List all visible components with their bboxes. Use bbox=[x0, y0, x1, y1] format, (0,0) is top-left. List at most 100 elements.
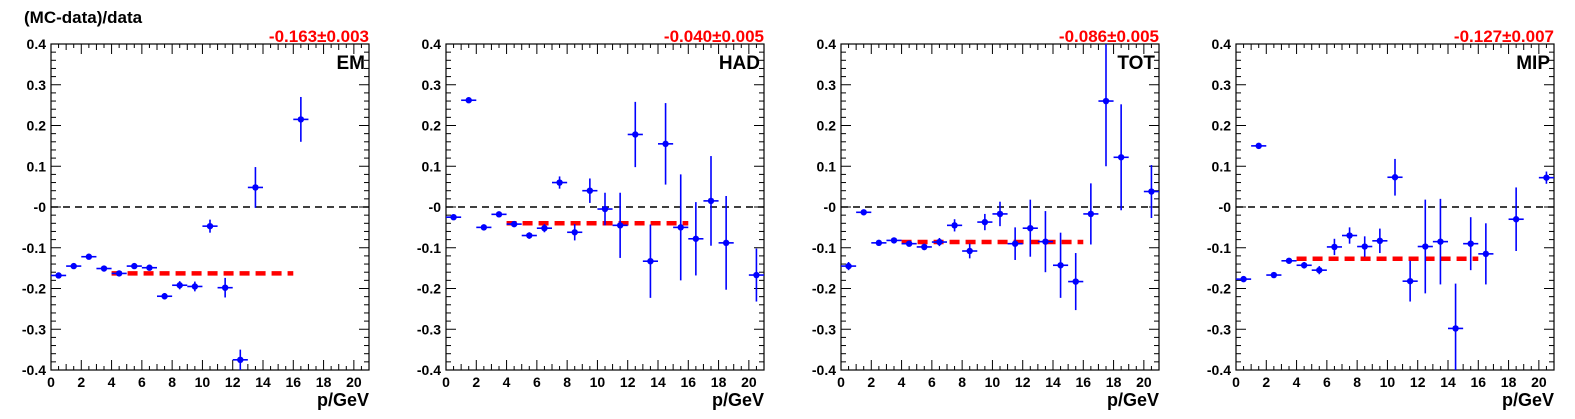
data-point bbox=[647, 257, 654, 265]
x-tick-label: 14 bbox=[1045, 374, 1061, 390]
y-tick-label: -0.2 bbox=[812, 281, 836, 297]
data-point bbox=[1331, 243, 1338, 251]
data-point bbox=[1422, 243, 1429, 250]
x-tick-label: 16 bbox=[1075, 374, 1091, 390]
data-point bbox=[541, 224, 548, 232]
y-tick-label: -0 bbox=[824, 199, 837, 215]
data-point bbox=[146, 264, 153, 271]
y-tick-label: 0.2 bbox=[1212, 118, 1232, 134]
y-tick-label: -0.4 bbox=[417, 362, 441, 378]
y-tick-label: -0.1 bbox=[1207, 240, 1231, 256]
x-tick-label: 18 bbox=[316, 374, 332, 390]
x-tick-label: 10 bbox=[195, 374, 211, 390]
data-point bbox=[510, 220, 518, 228]
fit-value-label: -0.127±0.007 bbox=[1454, 27, 1554, 46]
data-point bbox=[1452, 325, 1459, 332]
data-point bbox=[1240, 275, 1247, 283]
data-point bbox=[845, 262, 852, 270]
y-tick-label: 0.1 bbox=[817, 158, 837, 174]
data-point bbox=[1285, 257, 1293, 264]
x-tick-label: 12 bbox=[1015, 374, 1031, 390]
data-point bbox=[632, 131, 639, 138]
data-point bbox=[1406, 277, 1414, 285]
y-tick-label: -0.1 bbox=[812, 240, 836, 256]
y-tick-label: 0.4 bbox=[817, 36, 837, 52]
panel-label: TOT bbox=[1117, 53, 1155, 74]
x-tick-label: 0 bbox=[442, 374, 450, 390]
x-tick-label: 12 bbox=[225, 374, 241, 390]
x-axis-label: p/GeV bbox=[1107, 390, 1159, 410]
data-point bbox=[966, 247, 973, 255]
x-tick-label: 6 bbox=[928, 374, 936, 390]
panel-had: 0 2 4 6 8 10 12 14 16 18 20 -0.4 -0.3 -0.2 -0.1 -0 0.1 0.… bbox=[417, 27, 765, 410]
y-tick-label: -0 bbox=[34, 199, 47, 215]
x-tick-label: 16 bbox=[680, 374, 696, 390]
x-tick-label: 20 bbox=[346, 374, 362, 390]
x-tick-label: 0 bbox=[837, 374, 845, 390]
data-points bbox=[446, 97, 764, 302]
y-tick-label: -0.4 bbox=[1207, 362, 1231, 378]
x-tick-label: 18 bbox=[1106, 374, 1122, 390]
data-point bbox=[115, 270, 123, 277]
panel-em: 0 2 4 6 8 10 12 14 16 18 20 -0.4 -0.3 -0.2 -0.1 -0 0.1 0.… bbox=[22, 27, 370, 410]
x-tick-label: 16 bbox=[1470, 374, 1486, 390]
x-tick-label: 6 bbox=[138, 374, 146, 390]
y-tick-label: 0.1 bbox=[422, 158, 442, 174]
y-tick-label: -0.2 bbox=[1207, 281, 1231, 297]
data-point bbox=[571, 229, 578, 236]
data-point bbox=[191, 283, 199, 290]
y-tick-label: 0.4 bbox=[27, 36, 47, 52]
x-tick-label: 0 bbox=[47, 374, 55, 390]
x-tick-label: 20 bbox=[741, 374, 757, 390]
data-point bbox=[616, 222, 624, 229]
data-point bbox=[722, 239, 730, 247]
data-point bbox=[1467, 240, 1474, 247]
x-tick-label: 4 bbox=[1293, 374, 1301, 390]
panel-tot: 0 2 4 6 8 10 12 14 16 18 20 -0.4 -0.3 -0.2 -0.1 -0 0.1 0.… bbox=[812, 27, 1160, 410]
y-tick-label: 0.2 bbox=[817, 118, 837, 134]
data-point bbox=[1117, 154, 1125, 161]
data-point bbox=[480, 224, 488, 231]
data-point bbox=[1027, 224, 1034, 232]
y-tick-label: -0.3 bbox=[22, 321, 46, 337]
data-point bbox=[1437, 238, 1444, 245]
x-tick-label: 12 bbox=[1410, 374, 1426, 390]
x-tick-label: 2 bbox=[1262, 374, 1270, 390]
y-tick-label: -0 bbox=[1219, 199, 1232, 215]
data-point bbox=[1512, 216, 1520, 223]
data-point bbox=[1255, 142, 1262, 150]
x-tick-label: 6 bbox=[533, 374, 541, 390]
panel-mip: 0 2 4 6 8 10 12 14 16 18 20 -0.4 -0.3 -0.2 -0.1 -0 0.1 0.… bbox=[1207, 27, 1555, 410]
y-tick-label: -0.3 bbox=[1207, 321, 1231, 337]
data-point bbox=[297, 116, 305, 123]
y-tick-label: 0.1 bbox=[1212, 158, 1232, 174]
x-tick-label: 2 bbox=[472, 374, 480, 390]
x-tick-label: 10 bbox=[1380, 374, 1396, 390]
fit-value-label: -0.040±0.005 bbox=[664, 27, 764, 46]
data-point bbox=[981, 218, 989, 226]
y-tick-label: 0.1 bbox=[27, 158, 47, 174]
data-point bbox=[495, 211, 503, 218]
y-tick-label: 0.3 bbox=[1212, 77, 1232, 93]
y-tick-label: 0.3 bbox=[422, 77, 442, 93]
data-point bbox=[1391, 174, 1399, 181]
data-point bbox=[1376, 237, 1384, 245]
data-point bbox=[1270, 271, 1278, 279]
data-point bbox=[450, 213, 457, 221]
x-tick-label: 2 bbox=[867, 374, 875, 390]
y-tick-label: -0.1 bbox=[22, 240, 46, 256]
data-point bbox=[692, 235, 700, 242]
x-tick-label: 18 bbox=[711, 374, 727, 390]
x-tick-label: 4 bbox=[108, 374, 116, 390]
y-tick-label: -0.2 bbox=[22, 281, 46, 297]
x-tick-label: 10 bbox=[590, 374, 606, 390]
data-point bbox=[860, 209, 867, 216]
y-tick-label: 0.2 bbox=[422, 118, 442, 134]
y-tick-label: 0.4 bbox=[422, 36, 442, 52]
y-tick-label: -0.1 bbox=[417, 240, 441, 256]
x-tick-label: 0 bbox=[1232, 374, 1240, 390]
panel-label: MIP bbox=[1516, 53, 1550, 74]
y-tick-label: 0.2 bbox=[27, 118, 47, 134]
x-tick-label: 14 bbox=[650, 374, 666, 390]
